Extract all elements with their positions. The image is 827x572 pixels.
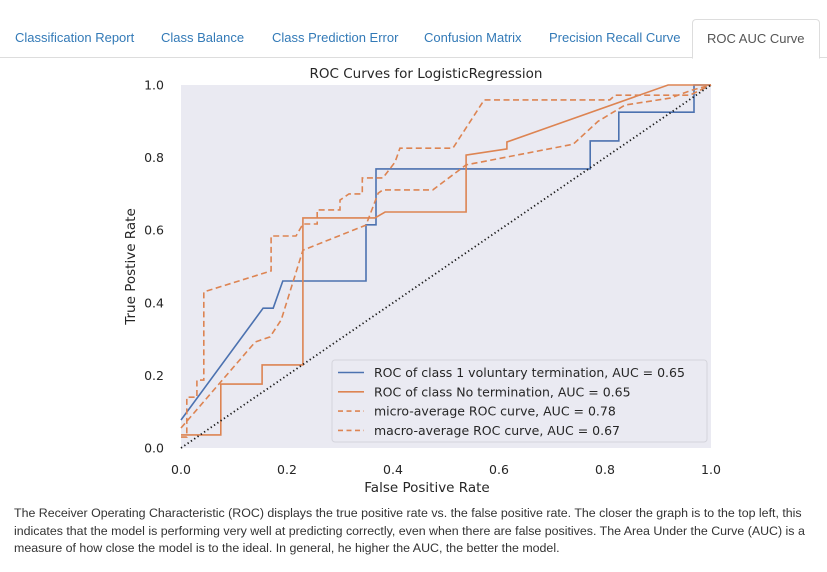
roc-series-line-0 xyxy=(180,84,711,421)
x-tick-label: 0.6 xyxy=(489,462,509,477)
tab-bar: Classification Report Class Balance Clas… xyxy=(0,0,827,59)
roc-series-line-3 xyxy=(180,84,712,429)
tab-confusion-matrix[interactable]: Confusion Matrix xyxy=(424,30,522,45)
roc-series-line-1 xyxy=(181,84,711,436)
chart-description: The Receiver Operating Characteristic (R… xyxy=(14,506,805,555)
x-tick-label: 0.8 xyxy=(595,462,615,477)
chance-diagonal-line xyxy=(180,84,712,449)
x-tick-label: 1.0 xyxy=(701,462,721,477)
y-tick-label: 0.0 xyxy=(144,441,164,456)
curves-layer xyxy=(180,84,712,449)
legend-label: micro-average ROC curve, AUC = 0.78 xyxy=(374,404,616,419)
x-tick-label: 0.4 xyxy=(383,462,403,477)
y-tick-label: 0.2 xyxy=(144,368,164,383)
roc-chart: 0.0 0.2 0.4 0.6 0.8 1.0 0.0 0.2 0.4 0.6 0.8 1.0 RO… xyxy=(123,66,721,496)
tab-roc-auc-curve[interactable]: ROC AUC Curve xyxy=(692,19,820,59)
chart-legend: ROC of class 1 voluntary termination, AU… xyxy=(331,359,708,443)
y-ticks: 0.0 0.2 0.4 0.6 0.8 1.0 xyxy=(144,78,164,456)
tab-class-prediction-error[interactable]: Class Prediction Error xyxy=(272,30,399,45)
chart-title: ROC Curves for LogisticRegression xyxy=(310,66,543,82)
tab-classification-report[interactable]: Classification Report xyxy=(15,30,135,45)
y-tick-label: 0.4 xyxy=(144,295,164,310)
y-tick-label: 0.8 xyxy=(144,150,164,165)
tab-class-balance[interactable]: Class Balance xyxy=(161,30,245,45)
y-tick-label: 1.0 xyxy=(144,78,164,93)
x-tick-label: 0.2 xyxy=(277,462,297,477)
tab-precision-recall-curve[interactable]: Precision Recall Curve xyxy=(549,30,681,45)
y-tick-label: 0.6 xyxy=(144,223,164,238)
x-axis-label: False Positive Rate xyxy=(364,480,489,496)
legend-label: macro-average ROC curve, AUC = 0.67 xyxy=(374,423,620,438)
y-axis-label: True Postive Rate xyxy=(123,208,139,326)
roc-series-line-2 xyxy=(181,84,712,438)
legend-label: ROC of class 1 voluntary termination, AU… xyxy=(374,365,685,380)
roc-chart-container: 0.0 0.2 0.4 0.6 0.8 1.0 0.0 0.2 0.4 0.6 0.8 1.0 RO… xyxy=(0,58,827,500)
x-tick-label: 0.0 xyxy=(171,462,191,477)
legend-box xyxy=(331,359,708,443)
legend-label: ROC of class No termination, AUC = 0.65 xyxy=(374,384,631,399)
x-ticks: 0.0 0.2 0.4 0.6 0.8 1.0 xyxy=(171,462,721,477)
